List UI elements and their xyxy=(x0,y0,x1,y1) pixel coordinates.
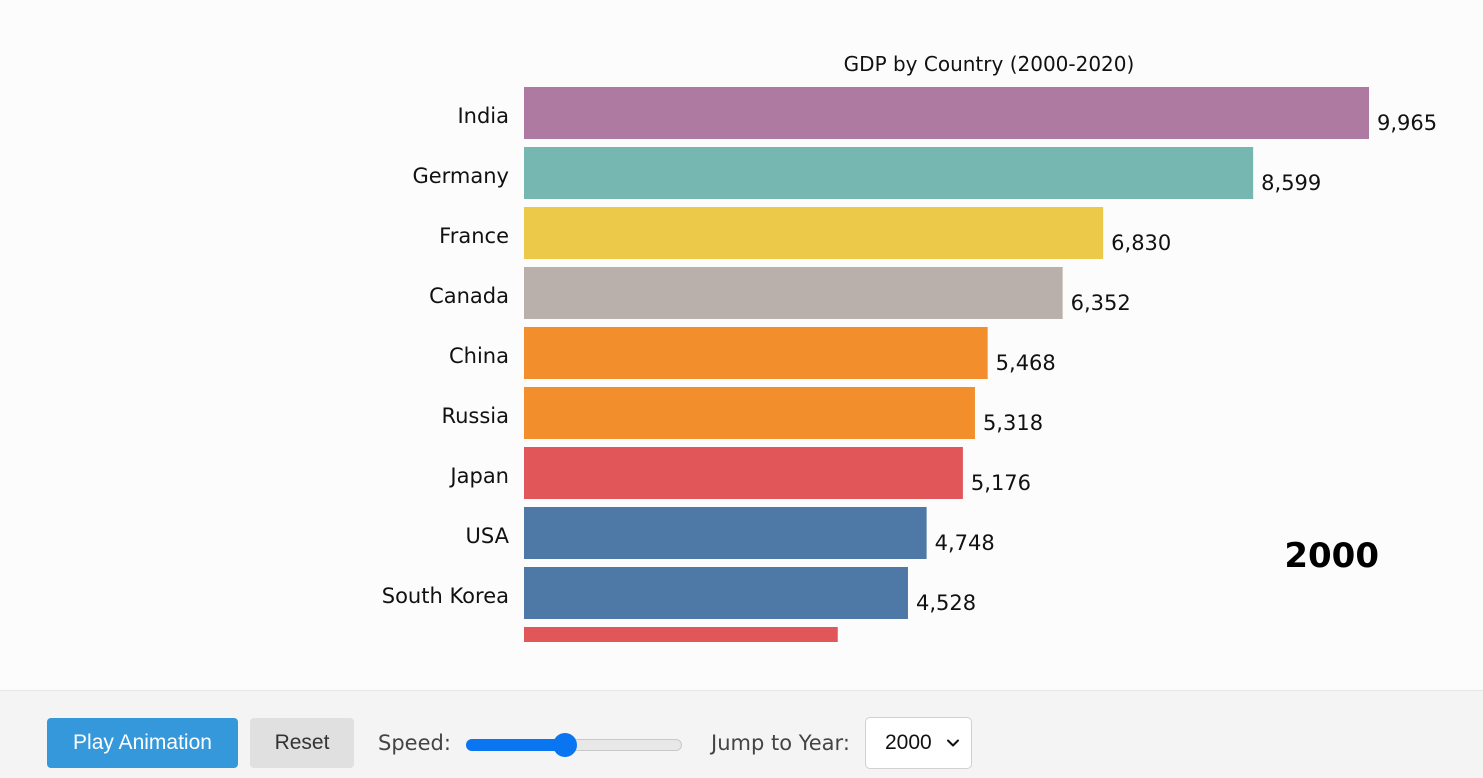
bar-usa xyxy=(524,507,927,559)
bar-russia xyxy=(524,387,975,439)
category-label: South Korea xyxy=(382,584,509,608)
year-select[interactable]: 2000 xyxy=(865,717,972,769)
speed-slider-thumb[interactable] xyxy=(553,733,578,757)
chart-area: GDP by Country (2000-2020) India 9,965 Ger… xyxy=(381,52,1438,642)
year-select-value: 2000 xyxy=(885,731,932,754)
value-label: 5,318 xyxy=(983,411,1043,435)
bar-canada xyxy=(524,267,1063,319)
bar-partial xyxy=(524,627,838,642)
category-label: Russia xyxy=(441,404,509,428)
reset-button[interactable]: Reset xyxy=(250,718,354,768)
bar-china xyxy=(524,327,988,379)
chart-title: GDP by Country (2000-2020) xyxy=(844,52,1135,76)
value-label: 5,176 xyxy=(971,471,1031,495)
bar-japan xyxy=(524,447,963,499)
speed-slider[interactable] xyxy=(466,733,682,757)
value-label: 4,748 xyxy=(935,531,995,555)
bars-group: India 9,965 Germany 8,599 France 6,830 Canada 6… xyxy=(382,87,1437,642)
chevron-down-icon xyxy=(947,739,959,747)
value-label: 4,528 xyxy=(916,591,976,615)
category-label: China xyxy=(449,344,509,368)
category-label: Germany xyxy=(412,164,509,188)
category-label: India xyxy=(457,104,509,128)
bar-germany xyxy=(524,147,1254,199)
value-label: 9,965 xyxy=(1377,111,1437,135)
category-label: Canada xyxy=(429,284,509,308)
play-animation-button[interactable]: Play Animation xyxy=(47,718,238,768)
speed-label: Speed: xyxy=(378,731,451,755)
category-label: USA xyxy=(466,524,510,548)
bar-france xyxy=(524,207,1104,259)
jump-to-year-label: Jump to Year: xyxy=(711,731,850,755)
speed-slider-fill xyxy=(466,739,566,751)
controls-bar: Play Animation Reset Speed: Jump to Year… xyxy=(0,690,1483,778)
value-label: 6,830 xyxy=(1111,231,1171,255)
value-label: 8,599 xyxy=(1261,171,1321,195)
bar-chart: GDP by Country (2000-2020) India 9,965 Ger… xyxy=(382,52,1437,642)
bar-south-korea xyxy=(524,567,908,619)
value-label: 6,352 xyxy=(1071,291,1131,315)
value-label: 5,468 xyxy=(996,351,1056,375)
category-label: France xyxy=(439,224,509,248)
category-label: Japan xyxy=(448,464,509,488)
bar-india xyxy=(524,87,1369,139)
year-label: 2000 xyxy=(1284,536,1379,576)
